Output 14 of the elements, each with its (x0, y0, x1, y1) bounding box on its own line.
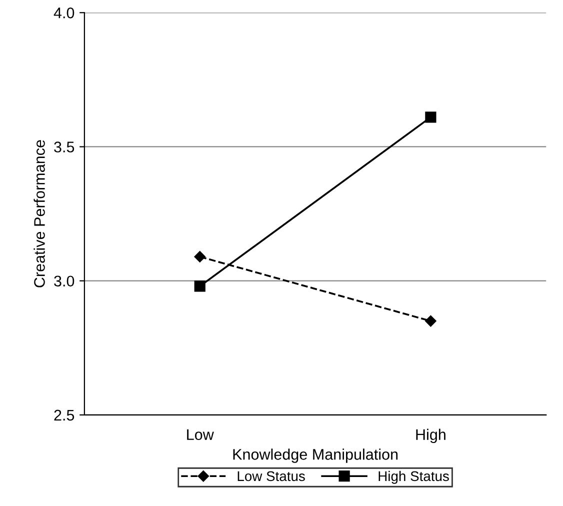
point (194, 280, 206, 292)
x-axis-title: Knowledge Manipulation (233, 448, 398, 463)
y-tick-label: 3.5 (54, 142, 74, 152)
point (425, 112, 436, 123)
x-tick-label: High (416, 428, 446, 444)
y-tick-label: 3.0 (54, 276, 74, 287)
y-tick-label: 4.0 (54, 8, 74, 18)
x-tick-label: Low (187, 429, 214, 440)
y-tick-label: 2.5 (54, 410, 74, 421)
y-axis-title: Creative Performance (34, 140, 45, 288)
legend-label: High Status (378, 470, 449, 484)
point (194, 251, 206, 262)
point (425, 315, 436, 327)
legend-label: Low Status (238, 471, 305, 482)
